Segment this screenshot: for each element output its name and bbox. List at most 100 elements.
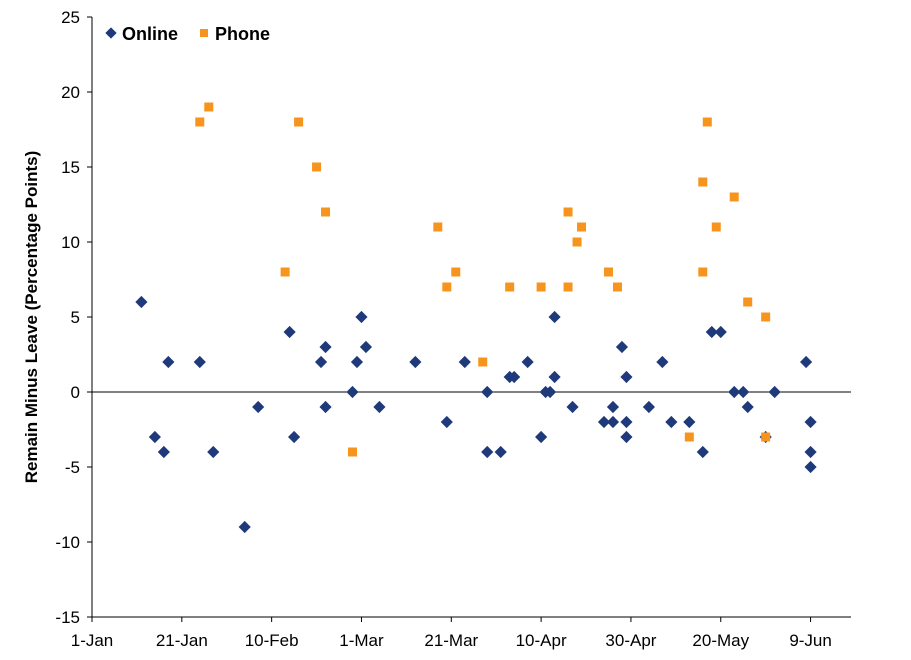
online-point	[696, 445, 709, 459]
online-point	[207, 445, 220, 459]
phone-point	[761, 312, 771, 322]
online-point	[800, 355, 813, 369]
online-point	[642, 400, 655, 414]
online-point	[157, 445, 170, 459]
legend-phone-marker	[200, 29, 208, 37]
y-axis-title: Remain Minus Leave (Percentage Points)	[22, 151, 41, 484]
phone-point	[321, 207, 331, 217]
online-point	[193, 355, 206, 369]
online-point	[481, 445, 494, 459]
x-tick-label: 21-Mar	[424, 631, 478, 650]
x-tick-label: 30-Apr	[605, 631, 656, 650]
online-point	[620, 430, 633, 444]
phone-point	[577, 222, 587, 232]
phone-point	[442, 282, 452, 292]
phone-point	[294, 117, 304, 127]
phone-point	[684, 432, 694, 442]
x-tick-label: 1-Mar	[339, 631, 384, 650]
online-point	[521, 355, 534, 369]
y-tick-label: 15	[61, 158, 80, 177]
phone-point	[312, 162, 322, 172]
online-point	[768, 385, 781, 399]
phone-point	[347, 447, 357, 457]
online-point	[355, 310, 368, 324]
online-point	[346, 385, 359, 399]
online-point	[665, 415, 678, 429]
online-point	[350, 355, 364, 369]
phone-series-points	[195, 102, 771, 457]
phone-point	[433, 222, 443, 232]
online-point	[741, 400, 754, 414]
online-point	[481, 385, 494, 399]
phone-point	[280, 267, 290, 277]
online-point	[620, 370, 633, 384]
online-point	[238, 520, 251, 534]
y-tick-label: -5	[65, 458, 80, 477]
phone-point	[702, 117, 712, 127]
y-tick-label: 25	[61, 8, 80, 27]
online-point	[252, 400, 265, 414]
legend-online-marker	[105, 27, 117, 39]
x-tick-label: 10-Apr	[516, 631, 567, 650]
phone-point	[698, 267, 708, 277]
online-point	[359, 340, 373, 354]
phone-point	[612, 282, 622, 292]
online-point	[148, 430, 161, 444]
online-point	[409, 355, 422, 369]
phone-point	[563, 282, 573, 292]
legend-item-phone: Phone	[200, 24, 270, 44]
phone-point	[195, 117, 205, 127]
online-point	[373, 400, 386, 414]
online-point	[535, 430, 548, 444]
phone-point	[572, 237, 582, 247]
online-point	[288, 430, 301, 444]
x-tick-label: 21-Jan	[156, 631, 208, 650]
online-point	[620, 415, 633, 429]
online-point	[804, 445, 817, 459]
y-tick-label: -15	[55, 608, 80, 627]
phone-point	[204, 102, 214, 112]
x-axis-ticks: 1-Jan 21-Jan 10-Feb 1-Mar 21-Mar 10-Apr 30-Apr…	[71, 617, 832, 650]
phone-point	[536, 282, 546, 292]
online-series-points	[135, 295, 817, 534]
legend: Online Phone	[105, 24, 270, 44]
x-tick-label: 10-Feb	[245, 631, 299, 650]
online-point	[494, 445, 507, 459]
phone-point	[761, 432, 771, 442]
phone-point	[698, 177, 708, 187]
online-point	[548, 370, 561, 384]
x-tick-label: 1-Jan	[71, 631, 114, 650]
online-point	[714, 325, 727, 339]
online-point	[566, 400, 579, 414]
y-tick-label: 0	[71, 383, 80, 402]
y-axis-ticks: -15 -10 -5 0 5 10 15 20 25	[55, 8, 92, 627]
online-point	[162, 355, 175, 369]
online-point	[683, 415, 696, 429]
phone-point	[505, 282, 515, 292]
y-tick-label: 5	[71, 308, 80, 327]
y-tick-label: 20	[61, 83, 80, 102]
legend-item-online: Online	[105, 24, 178, 44]
phone-point	[729, 192, 739, 202]
online-point	[283, 325, 296, 339]
phone-point	[563, 207, 573, 217]
x-tick-label: 9-Jun	[789, 631, 832, 650]
legend-online-label: Online	[122, 24, 178, 44]
phone-point	[711, 222, 721, 232]
online-point	[548, 310, 561, 324]
online-point	[737, 385, 750, 399]
online-point	[804, 415, 817, 429]
online-point	[440, 415, 453, 429]
online-point	[314, 355, 328, 369]
online-point	[606, 415, 620, 429]
phone-point	[743, 297, 753, 307]
y-tick-label: 10	[61, 233, 80, 252]
online-point	[458, 355, 471, 369]
online-point	[135, 295, 148, 309]
online-point	[656, 355, 669, 369]
phone-point	[451, 267, 461, 277]
online-point	[804, 460, 817, 474]
legend-phone-label: Phone	[215, 24, 270, 44]
phone-point	[603, 267, 613, 277]
